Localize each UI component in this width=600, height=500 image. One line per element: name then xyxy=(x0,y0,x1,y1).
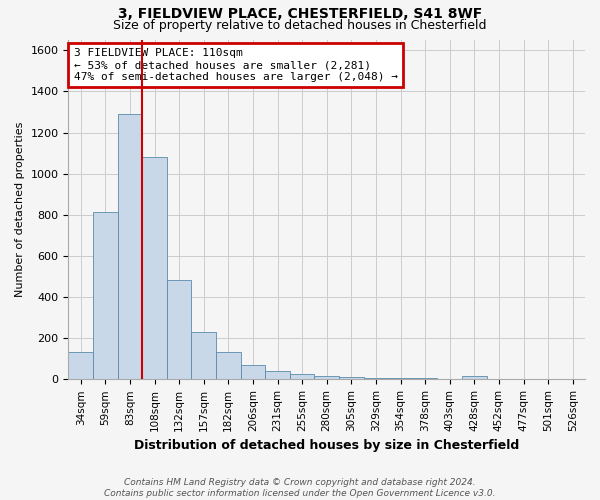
Bar xyxy=(142,157,167,380)
Y-axis label: Number of detached properties: Number of detached properties xyxy=(15,122,25,298)
Bar xyxy=(388,378,413,380)
Bar xyxy=(290,374,314,380)
X-axis label: Distribution of detached houses by size in Chesterfield: Distribution of detached houses by size … xyxy=(134,440,520,452)
Bar xyxy=(339,378,364,380)
Text: Size of property relative to detached houses in Chesterfield: Size of property relative to detached ho… xyxy=(113,18,487,32)
Bar xyxy=(191,332,216,380)
Bar xyxy=(241,366,265,380)
Bar xyxy=(462,376,487,380)
Bar xyxy=(265,371,290,380)
Bar xyxy=(118,114,142,380)
Bar xyxy=(364,378,388,380)
Text: Contains HM Land Registry data © Crown copyright and database right 2024.
Contai: Contains HM Land Registry data © Crown c… xyxy=(104,478,496,498)
Bar xyxy=(216,352,241,380)
Bar xyxy=(314,376,339,380)
Bar xyxy=(93,212,118,380)
Bar xyxy=(68,352,93,380)
Text: 3, FIELDVIEW PLACE, CHESTERFIELD, S41 8WF: 3, FIELDVIEW PLACE, CHESTERFIELD, S41 8W… xyxy=(118,8,482,22)
Bar xyxy=(167,280,191,380)
Bar xyxy=(413,378,437,380)
Bar xyxy=(437,378,462,380)
Text: 3 FIELDVIEW PLACE: 110sqm
← 53% of detached houses are smaller (2,281)
47% of se: 3 FIELDVIEW PLACE: 110sqm ← 53% of detac… xyxy=(74,48,398,82)
